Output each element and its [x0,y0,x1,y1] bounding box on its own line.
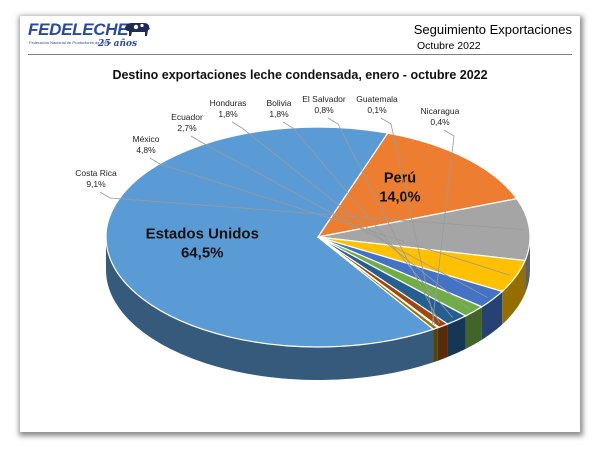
header-date: Octubre 2022 [417,40,481,52]
pie-side-estados-unidos [106,237,434,380]
leader-line-mexico [149,157,511,276]
data-value-bolivia: 1,8% [269,109,289,119]
cow-icon [125,23,150,36]
data-label-ecuador: Ecuador [171,112,203,122]
pie-slice-nicaragua [317,236,440,330]
data-value-el-salvador: 0,8% [314,105,334,115]
fedeleche-logo: FEDELECHE Federación Nacional de Product… [28,20,158,60]
data-label-costa-rica: Costa Rica [75,168,117,178]
data-label-peru: Perú [384,170,416,186]
chart-card: FEDELECHE Federación Nacional de Product… [20,16,580,432]
data-value-guatemala: 0,1% [367,105,387,115]
leader-line-bolivia [282,121,454,318]
data-label-nicaragua: Nicaragua [421,106,460,116]
pie-side-nicaragua [433,327,438,363]
leader-line-el-salvador [327,117,440,324]
header-title: Seguimiento Exportaciones [413,22,572,37]
data-label-bolivia: Bolivia [266,98,291,108]
logo-subtitle: Federación Nacional de Productores de Le… [29,40,112,45]
pie-side-honduras [465,306,482,349]
data-label-honduras: Honduras [210,98,247,108]
leader-line-guatemala [380,117,436,325]
data-label-guatemala: Guatemala [356,94,398,104]
data-value-mexico: 4,8% [136,145,156,155]
pie-chart: Estados Unidos 64,5% Perú 14,0% Costa Rica9,… [75,94,531,380]
leader-line-nicaragua [431,129,455,326]
pie-side-bolivia [447,315,466,358]
pie-side-el-salvador [438,324,448,361]
leader-line-honduras [231,121,470,310]
header-divider [28,54,572,55]
logo-text: FEDELECHE [28,20,129,39]
data-value-estados-unidos: 64,5% [181,244,224,261]
data-label-mexico: México [133,134,160,144]
logo-anos: 25 años [98,39,138,49]
pie-slice-estados-unidos [105,126,435,348]
pie-side-mexico [502,260,526,325]
data-value-costa-rica: 9,1% [86,179,106,189]
pie-labels: Estados Unidos 64,5% Perú 14,0% Costa Rica9,… [75,94,524,326]
data-value-honduras: 1,8% [218,109,238,119]
pie-slice-peru [316,132,518,238]
leader-line-costa-rica [99,191,524,230]
data-label-estados-unidos: Estados Unidos [146,225,259,242]
data-value-ecuador: 2,7% [177,123,197,133]
data-label-el-salvador: El Salvador [302,94,346,104]
pie-top [105,126,531,348]
data-value-peru: 14,0% [379,189,420,205]
pie-side-walls [106,237,530,380]
data-value-nicaragua: 0,4% [430,117,450,127]
chart-title: Destino exportaciones leche condensada, … [112,68,488,82]
pie-side-guatemala [437,327,439,361]
pie-slice-costa-rica [317,197,531,262]
